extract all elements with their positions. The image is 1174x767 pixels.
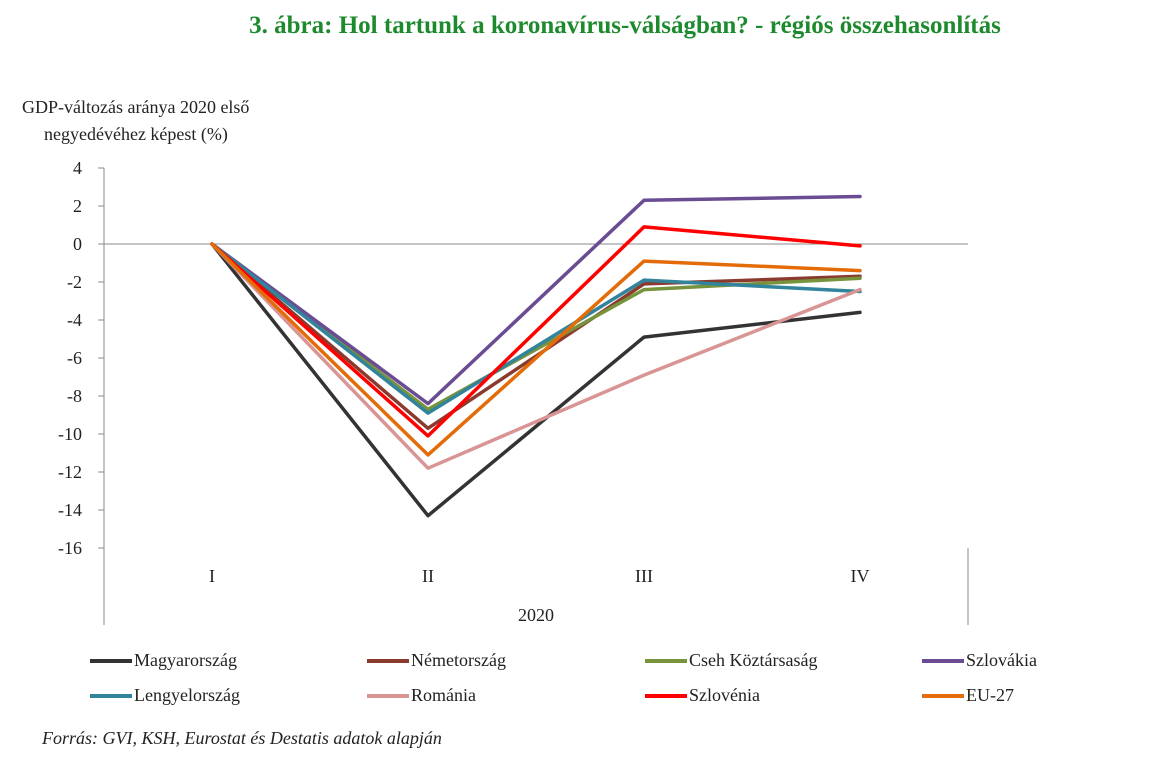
y-tick-labels: 4 2 0 -2 -4 -6 -8 -10 -12 -14 -16 [58,158,104,558]
chart-axes [103,168,969,625]
legend-swatch [367,693,409,698]
legend-label: Románia [411,685,476,705]
series-line-5 [210,242,862,470]
legend-item: EU-27 [922,685,1014,706]
legend-item: Magyarország [90,650,237,671]
y-tick-label: -16 [58,538,82,558]
legend-swatch [645,658,687,663]
legend-label: Szlovákia [966,650,1037,670]
series-line-1 [210,242,862,431]
legend-item: Németország [367,650,506,671]
source-note: Forrás: GVI, KSH, Eurostat és Destatis a… [42,728,442,748]
y-tick-label: -2 [67,272,82,292]
legend-item: Cseh Köztársaság [645,650,817,671]
y-axis-label-line-2: negyedévéhez képest (%) [44,124,228,144]
series-line-0 [210,242,862,518]
y-tick-label: -14 [58,500,82,520]
legend-swatch [922,658,964,663]
x-category-label: IV [851,566,870,586]
legend-swatch [90,658,132,663]
series-line-6 [210,225,862,438]
y-tick-label: 4 [73,158,82,178]
legend-label: Magyarország [134,650,237,670]
y-tick-label: 0 [73,234,82,254]
legend-item: Szlovénia [645,685,760,706]
legend-item: Szlovákia [922,650,1037,671]
legend-swatch [90,693,132,698]
legend-label: Németország [411,650,506,670]
legend-swatch [367,658,409,663]
legend-item: Lengyelország [90,685,240,706]
y-tick-label: -10 [58,424,82,444]
series-line-4 [210,242,862,415]
x-category-label: III [635,566,653,586]
legend-label: Szlovénia [689,685,760,705]
legend-label: Lengyelország [134,685,240,705]
x-category-label: I [209,566,215,586]
x-axis-label: 2020 [518,605,554,625]
x-category-label: II [422,566,434,586]
y-tick-label: -4 [67,310,82,330]
legend-swatch [645,693,687,698]
legend-item: Románia [367,685,476,706]
legend-swatch [922,693,964,698]
chart-title: 3. ábra: Hol tartunk a koronavírus-válsá… [249,12,1001,39]
legend-label: EU-27 [966,685,1014,705]
series-line-3 [210,194,862,406]
legend-label: Cseh Köztársaság [689,650,818,670]
y-axis-label-line-1: GDP-változás aránya 2020 első [22,97,250,117]
x-category-labels: I II III IV [209,566,870,586]
series-line-7 [210,242,862,457]
y-tick-label: -12 [58,462,82,482]
y-tick-label: -6 [67,348,82,368]
series-lines [210,194,862,518]
y-axis-label: GDP-változás aránya 2020 első negyedévéh… [22,94,249,148]
y-tick-label: -8 [67,386,82,406]
y-tick-label: 2 [73,196,82,216]
